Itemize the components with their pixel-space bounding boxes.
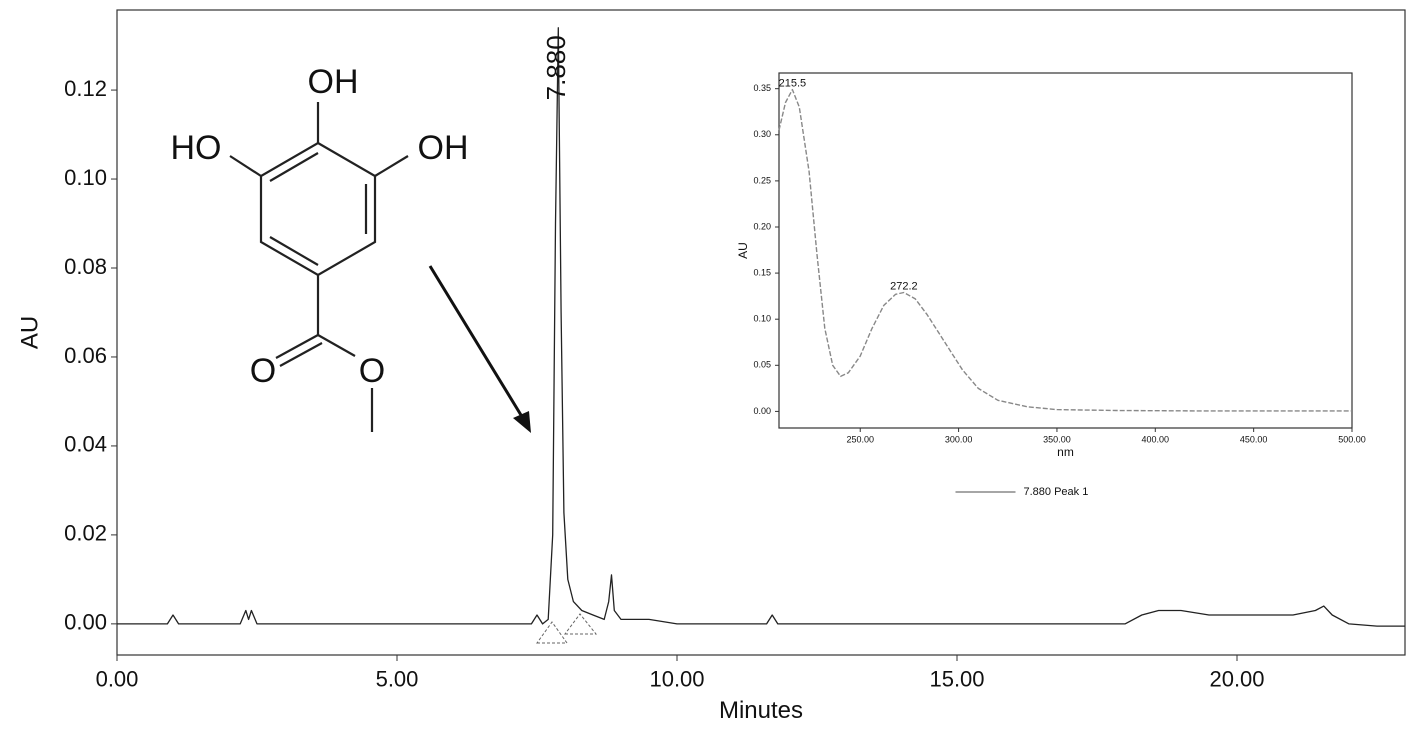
atom-label: OH — [308, 63, 359, 101]
x-tick-label: 15.00 — [929, 667, 984, 692]
y-tick-label: 0.05 — [753, 360, 771, 370]
peak-label: 7.880 — [541, 35, 571, 100]
atom-label: HO — [171, 129, 222, 167]
y-tick-label: 0.02 — [64, 521, 107, 546]
y-tick-label: 0.10 — [64, 165, 107, 190]
x-tick-label: 450.00 — [1240, 434, 1268, 444]
y-axis-label: AU — [736, 242, 750, 259]
x-tick-label: 20.00 — [1209, 667, 1264, 692]
y-tick-label: 0.25 — [753, 175, 771, 185]
y-tick-label: 0.00 — [753, 406, 771, 416]
y-tick-label: 0.10 — [753, 314, 771, 324]
atom-label: O — [359, 352, 385, 390]
x-tick-label: 350.00 — [1043, 434, 1071, 444]
y-tick-label: 0.04 — [64, 432, 107, 457]
y-tick-label: 0.35 — [753, 83, 771, 93]
bond — [275, 334, 319, 359]
x-tick-label: 500.00 — [1338, 434, 1366, 444]
bond — [229, 155, 262, 177]
x-tick-label: 250.00 — [846, 434, 874, 444]
atom-label: OH — [418, 129, 469, 167]
atom-label: O — [250, 352, 276, 390]
data-line — [117, 27, 1405, 627]
x-axis-label: nm — [1057, 445, 1074, 459]
y-tick-label: 0.20 — [753, 221, 771, 231]
bond — [279, 342, 323, 367]
plot-area — [778, 72, 1353, 429]
y-tick-label: 0.08 — [64, 254, 107, 279]
x-tick-label: 5.00 — [376, 667, 419, 692]
x-axis-label: Minutes — [719, 697, 803, 724]
chemical-structure: OH HO OH O O — [171, 63, 469, 432]
x-tick-label: 300.00 — [945, 434, 973, 444]
x-tick-label: 0.00 — [96, 667, 139, 692]
bond — [269, 236, 319, 266]
bond — [374, 155, 409, 177]
peak-label: 215.5 — [779, 78, 807, 90]
bond — [317, 334, 356, 357]
plot: 0.00 0.05 0.10 0.15 0.20 0.25 0.30 0.35 250.00 30… — [736, 72, 1366, 498]
y-tick-label: 0.00 — [64, 610, 107, 635]
peak-label: 272.2 — [890, 280, 918, 292]
legend-label: 7.880 Peak 1 — [1024, 486, 1089, 498]
arrow — [428, 265, 531, 433]
x-tick-label: 10.00 — [649, 667, 704, 692]
y-tick-label: 0.30 — [753, 129, 771, 139]
y-axis-label: AU — [17, 316, 44, 349]
baseline-markers — [536, 613, 598, 644]
y-tick-label: 0.12 — [64, 76, 107, 101]
data-line — [778, 88, 1352, 412]
y-tick-label: 0.06 — [64, 343, 107, 368]
y-tick-label: 0.15 — [753, 267, 771, 277]
x-tick-label: 400.00 — [1142, 434, 1170, 444]
bond — [269, 152, 319, 182]
